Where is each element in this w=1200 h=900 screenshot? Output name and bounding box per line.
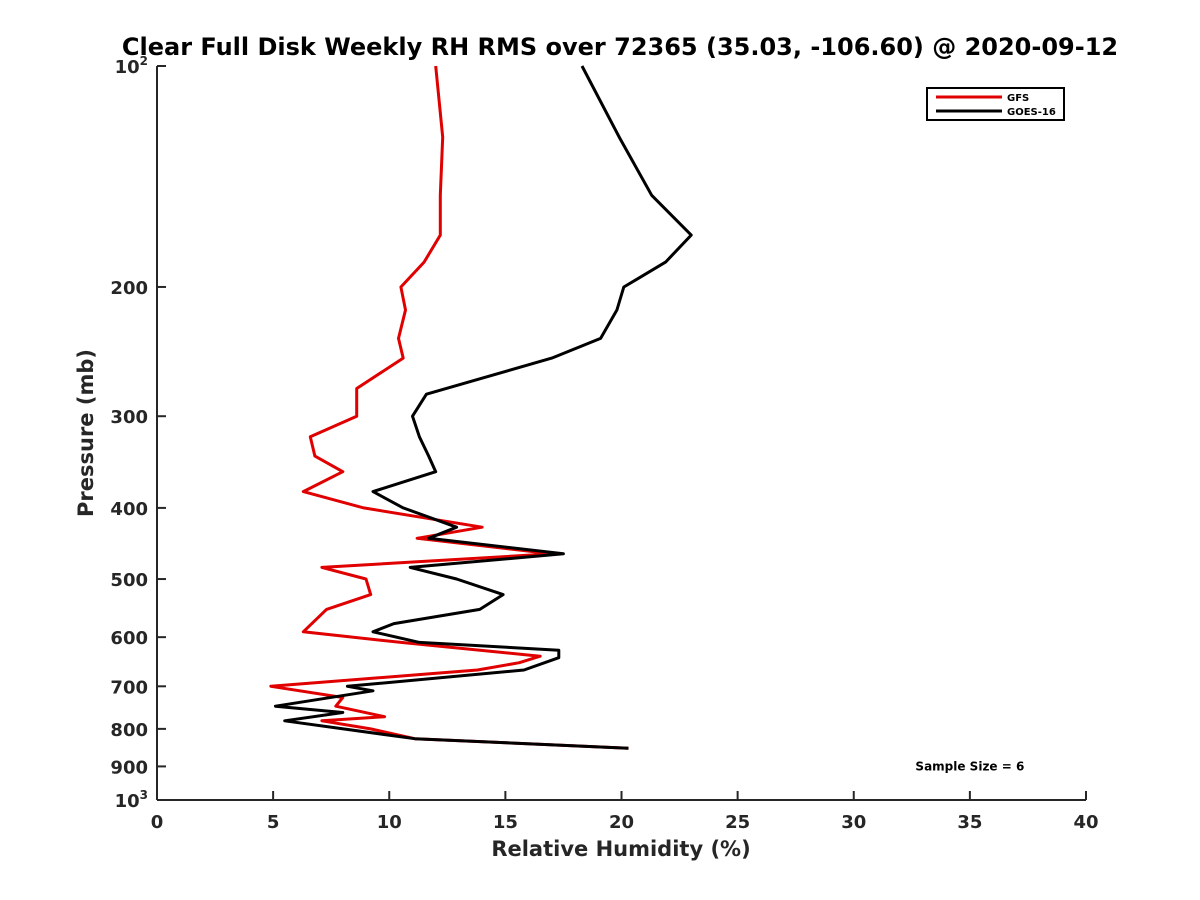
annotations: Sample Size = 6 [915,759,1024,773]
series-line-goes-16 [273,65,693,750]
chart-title: Clear Full Disk Weekly RH RMS over 72365… [122,33,1118,61]
x-tick-label: 35 [957,812,982,833]
y-axis: 102 200 300 400 500 600 700 800 900 103 [110,54,166,812]
legend-label: GFS [1007,93,1029,104]
x-tick-label: 5 [267,812,280,833]
x-tick-label: 20 [609,812,634,833]
legend-label: GOES-16 [1007,107,1056,118]
y-tick-label: 102 [115,54,148,78]
y-tick-label: 500 [110,570,148,591]
x-axis: 0 5 10 15 20 25 30 35 40 [151,791,1099,833]
sample-size-annotation: Sample Size = 6 [915,759,1024,773]
y-tick-label: 800 [110,720,148,741]
x-tick-label: 30 [841,812,866,833]
y-tick-label: 700 [110,677,148,698]
x-tick-label: 0 [151,812,164,833]
y-axis-label: Pressure (mb) [74,349,98,517]
y-tick-label: 900 [110,757,148,778]
legend-box [926,87,1065,121]
series-layer [269,65,693,750]
x-tick-label: 10 [377,812,402,833]
x-tick-label: 15 [493,812,518,833]
y-tick-label: 400 [110,499,148,520]
x-tick-label: 40 [1073,812,1098,833]
y-tick-label: 103 [115,788,148,812]
y-tick-label: 300 [110,407,148,428]
x-tick-label: 25 [725,812,750,833]
y-tick-label: 200 [110,278,148,299]
x-axis-label: Relative Humidity (%) [491,837,750,861]
y-tick-label: 600 [110,628,148,649]
legend: GFS GOES-16 [926,87,1065,121]
